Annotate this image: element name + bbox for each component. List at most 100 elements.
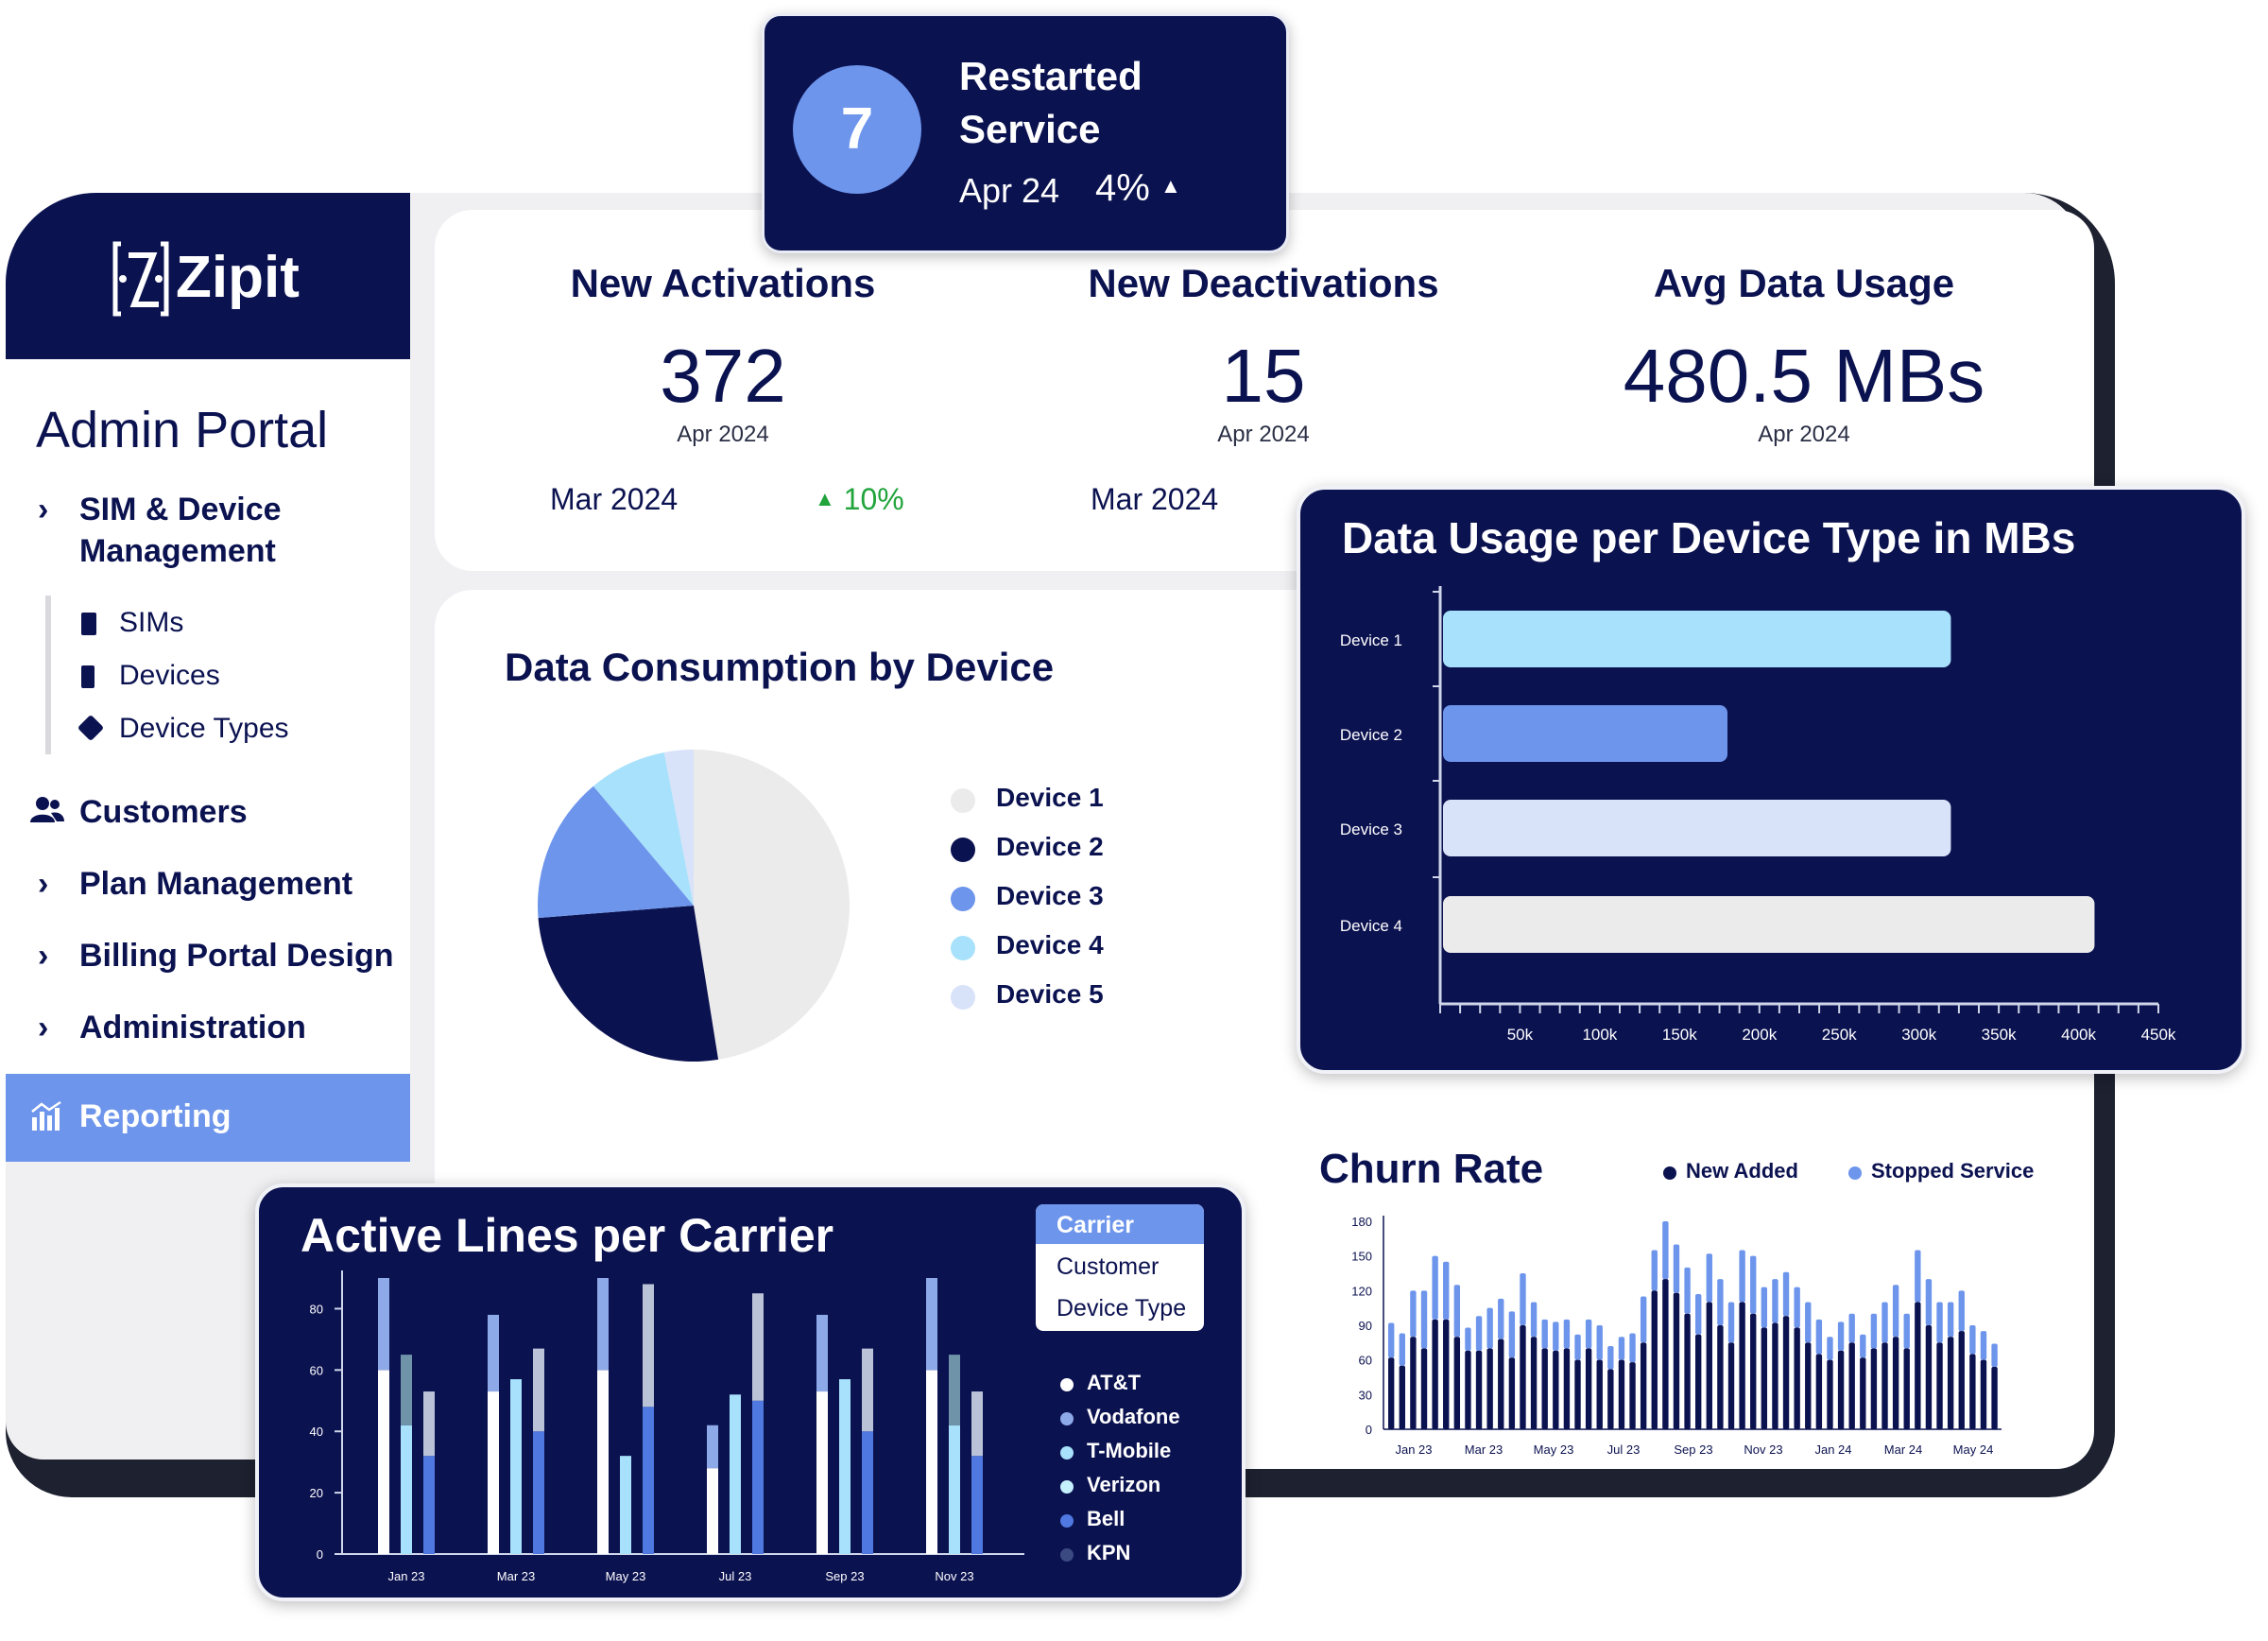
churn-bar-stopped[interactable] [1870,1313,1878,1349]
churn-bar-added[interactable] [1837,1350,1845,1429]
hbar[interactable] [1443,800,1951,856]
churn-bar-added[interactable] [1629,1362,1636,1429]
churn-bar-stopped[interactable] [1684,1267,1691,1314]
carrier-bar[interactable] [926,1370,937,1554]
churn-bar-added[interactable] [1508,1357,1516,1429]
churn-bar-added[interactable] [1782,1316,1790,1429]
carrier-bar[interactable] [401,1425,412,1554]
churn-bar-added[interactable] [1925,1325,1933,1429]
churn-bar-added[interactable] [1684,1313,1691,1429]
churn-bar-added[interactable] [1453,1337,1461,1429]
churn-bar-stopped[interactable] [1936,1302,1943,1343]
churn-bar-added[interactable] [1410,1337,1417,1429]
carrier-bar[interactable] [707,1468,718,1554]
churn-bar-stopped[interactable] [1881,1302,1888,1343]
churn-bar-added[interactable] [1662,1279,1669,1429]
carrier-bar[interactable] [862,1431,873,1554]
carrier-bar[interactable] [949,1425,960,1554]
churn-bar-added[interactable] [1695,1334,1702,1429]
carrier-bar-top[interactable] [533,1348,544,1432]
churn-bar-stopped[interactable] [1969,1325,1976,1355]
carrier-bar-top[interactable] [971,1391,983,1457]
nav-sim-device-management[interactable]: › SIM & Device Management [6,492,410,582]
churn-bar-stopped[interactable] [1837,1321,1845,1351]
churn-bar-stopped[interactable] [1892,1285,1899,1338]
churn-bar-added[interactable] [1727,1342,1735,1429]
churn-bar-stopped[interactable] [1915,1250,1921,1303]
carrier-bar-top[interactable] [643,1284,654,1408]
churn-bar-stopped[interactable] [1695,1294,1702,1335]
carrier-bar-top[interactable] [707,1425,718,1469]
churn-bar-stopped[interactable] [1465,1327,1471,1351]
churn-bar-added[interactable] [1388,1357,1395,1429]
churn-bar-stopped[interactable] [1805,1302,1812,1343]
churn-bar-added[interactable] [1870,1348,1878,1429]
churn-bar-stopped[interactable] [1432,1255,1438,1320]
churn-bar-stopped[interactable] [1772,1279,1778,1323]
churn-bar-added[interactable] [1980,1359,1987,1429]
restarted-service-card[interactable]: 7 Restarted Service Apr 24 4% ▲ [762,13,1289,253]
churn-bar-stopped[interactable] [1673,1244,1680,1293]
churn-bar-stopped[interactable] [1585,1319,1592,1349]
carrier-bar-top[interactable] [401,1355,412,1425]
churn-bar-stopped[interactable] [1607,1346,1614,1370]
churn-bar-added[interactable] [1761,1327,1768,1429]
churn-bar-added[interactable] [1399,1365,1405,1429]
churn-bar-added[interactable] [1815,1354,1823,1429]
churn-bar-stopped[interactable] [1739,1250,1745,1303]
churn-bar-added[interactable] [1585,1348,1592,1429]
churn-bar-added[interactable] [1530,1337,1538,1429]
pie-slice[interactable] [538,786,694,919]
carrier-bar-top[interactable] [423,1391,435,1457]
churn-bar-added[interactable] [1553,1350,1559,1429]
churn-bar-stopped[interactable] [1553,1321,1559,1351]
churn-bar-stopped[interactable] [1860,1334,1866,1358]
churn-bar-added[interactable] [1541,1348,1548,1429]
churn-bar-added[interactable] [1475,1350,1483,1429]
carrier-bar[interactable] [839,1379,850,1554]
churn-bar-added[interactable] [1991,1367,1998,1429]
churn-bar-stopped[interactable] [1903,1313,1910,1349]
carrier-bar-top[interactable] [378,1278,389,1371]
churn-bar-added[interactable] [1420,1348,1428,1429]
churn-bar-added[interactable] [1432,1319,1438,1429]
churn-bar-added[interactable] [1596,1359,1603,1429]
carrier-bar-top[interactable] [816,1314,828,1392]
menu-item-carrier-selected[interactable] [1036,1204,1204,1244]
nav-customers[interactable]: Customers [6,794,410,839]
churn-bar-stopped[interactable] [1574,1334,1581,1360]
carrier-bar-top[interactable] [597,1278,609,1371]
hbar[interactable] [1443,611,1951,667]
carrier-bar-top[interactable] [926,1278,937,1371]
churn-bar-stopped[interactable] [1651,1250,1658,1291]
churn-bar-stopped[interactable] [1717,1279,1724,1325]
churn-bar-stopped[interactable] [1443,1261,1450,1320]
carrier-bar[interactable] [378,1370,389,1554]
churn-bar-added[interactable] [1618,1359,1625,1429]
carrier-bar[interactable] [643,1407,654,1554]
churn-bar-stopped[interactable] [1399,1333,1405,1366]
churn-bar-added[interactable] [1717,1325,1724,1429]
churn-bar-stopped[interactable] [1420,1290,1428,1349]
churn-bar-stopped[interactable] [1750,1255,1757,1314]
carrier-bar-top[interactable] [488,1314,499,1392]
churn-bar-stopped[interactable] [1980,1331,1987,1360]
churn-bar-added[interactable] [1706,1302,1712,1429]
churn-bar-stopped[interactable] [1486,1307,1493,1349]
pie-slice[interactable] [694,750,850,1060]
carrier-bar[interactable] [620,1456,631,1554]
carrier-bar-top[interactable] [752,1293,764,1401]
churn-bar-stopped[interactable] [1596,1325,1603,1360]
churn-bar-added[interactable] [1936,1342,1943,1429]
churn-bar-stopped[interactable] [1453,1285,1461,1338]
nav-plan-management[interactable]: › Plan Management [6,866,410,911]
churn-bar-added[interactable] [1465,1350,1471,1429]
carrier-bar-top[interactable] [862,1348,873,1432]
churn-bar-stopped[interactable] [1815,1319,1823,1355]
churn-bar-added[interactable] [1772,1322,1778,1429]
churn-bar-stopped[interactable] [1782,1271,1790,1317]
pie-slice[interactable] [538,906,719,1062]
churn-bar-stopped[interactable] [1848,1313,1855,1343]
menu-item-customer[interactable]: Customer [1057,1253,1160,1280]
churn-bar-stopped[interactable] [1475,1316,1483,1351]
